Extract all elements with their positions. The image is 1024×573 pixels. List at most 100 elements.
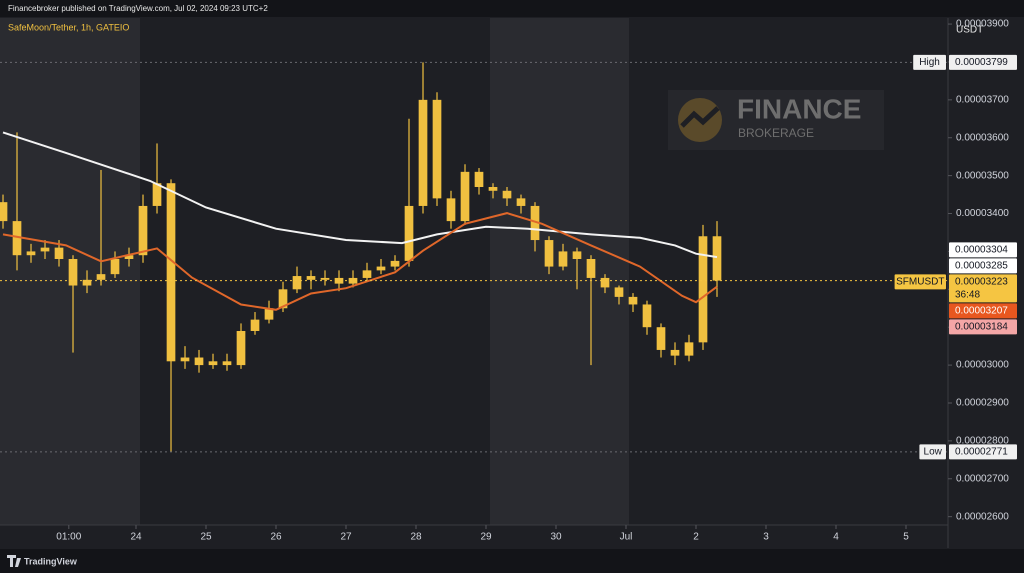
price-label-box <box>949 258 1017 274</box>
price-label: 0.00003799 <box>955 57 1008 68</box>
candle-body <box>250 319 260 331</box>
y-tick-label: 0.00003600 <box>956 132 1009 143</box>
candle-body <box>460 171 470 222</box>
symbol-text: SafeMoon/Tether, 1h, GATEIO <box>8 22 129 32</box>
x-tick-label: 4 <box>833 532 839 543</box>
y-tick-label: 0.00002600 <box>956 511 1009 522</box>
footer-logo <box>7 555 21 567</box>
candle-body <box>180 357 190 362</box>
y-tick-label: 0.00002700 <box>956 473 1009 484</box>
x-tick-label: 24 <box>130 532 142 543</box>
candle-body <box>404 205 414 261</box>
candle-body <box>670 349 680 356</box>
candle-body <box>712 236 722 281</box>
x-tick-label: 27 <box>340 532 352 543</box>
x-tick-label: 26 <box>270 532 282 543</box>
price-label: 0.00003304 <box>955 245 1008 256</box>
y-tick-label: 0.00003700 <box>956 94 1009 105</box>
candle-body <box>558 251 568 267</box>
candle-body <box>124 255 134 259</box>
candle-body <box>502 190 512 199</box>
candle-body <box>208 361 218 366</box>
candle-body <box>446 198 456 222</box>
candle-body <box>334 277 344 284</box>
candle-body <box>194 357 204 366</box>
watermark: FINANCE BROKERAGE <box>668 90 884 150</box>
candle-body <box>390 260 400 267</box>
footer-text: TradingView <box>24 556 78 566</box>
price-label-box <box>949 444 1017 460</box>
candle-body <box>306 276 316 280</box>
candle-body <box>320 277 330 280</box>
candle-body <box>628 296 638 305</box>
candle-body <box>54 247 64 259</box>
price-tag: SFMUSDT <box>896 277 944 288</box>
x-tick-label: 5 <box>903 532 909 543</box>
candle-body <box>110 258 120 275</box>
candle-body <box>264 308 274 320</box>
price-label: 0.00003207 <box>955 306 1008 317</box>
candle-body <box>26 251 36 256</box>
watermark-logo-mark <box>680 106 720 128</box>
countdown-label: 36:48 <box>955 290 980 301</box>
price-label: 0.00003223 <box>955 277 1008 288</box>
y-tick-label: 0.00003500 <box>956 170 1009 181</box>
candle-body <box>82 279 92 286</box>
currency-label: USDT <box>956 25 983 36</box>
candle-body <box>614 287 624 297</box>
candle-body <box>0 202 8 222</box>
candle-body <box>516 198 526 206</box>
candle-body <box>292 276 302 290</box>
x-tick-label: Jul <box>620 532 633 543</box>
price-tag-box <box>894 274 946 290</box>
candle-body <box>12 221 22 256</box>
price-label-box <box>949 242 1017 258</box>
candle-body <box>40 247 50 252</box>
candle-body <box>530 205 540 241</box>
y-tick-label: 0.00002800 <box>956 436 1009 447</box>
candle-body <box>236 330 246 366</box>
watermark-title: FINANCE <box>737 93 861 124</box>
candle-body <box>68 258 78 286</box>
footer-bar <box>0 549 1024 573</box>
x-tick-label: 30 <box>550 532 562 543</box>
candle-body <box>642 304 652 328</box>
watermark-subtitle: BROKERAGE <box>738 126 814 140</box>
x-tick-label: 28 <box>410 532 422 543</box>
x-tick-label: 3 <box>763 532 769 543</box>
candle-body <box>166 183 176 362</box>
candle-body <box>586 258 596 278</box>
candle-body <box>432 99 442 199</box>
moving-average-line <box>2 131 718 259</box>
y-tick-label: 0.00002900 <box>956 398 1009 409</box>
candle-body <box>600 277 610 288</box>
candle-body <box>684 342 694 356</box>
candle-body <box>348 277 358 284</box>
candle-body <box>544 240 554 267</box>
x-tick-label: 2 <box>693 532 699 543</box>
price-label: 0.00002771 <box>955 447 1008 458</box>
price-label-box <box>949 274 1017 303</box>
x-tick-label: 29 <box>480 532 492 543</box>
price-label-box <box>949 54 1017 70</box>
candle-body <box>656 327 666 350</box>
candle-body <box>376 266 386 271</box>
header-bar <box>0 0 1024 17</box>
price-label-box <box>949 303 1017 319</box>
candle-body <box>138 205 148 256</box>
price-tag: High <box>919 57 940 68</box>
candle-body <box>572 251 582 259</box>
candle-body <box>362 270 372 278</box>
weekend-shade <box>490 18 629 525</box>
price-label: 0.00003184 <box>955 322 1008 333</box>
candle-body <box>222 361 232 366</box>
candle-body <box>474 171 484 187</box>
x-tick-label: 01:00 <box>56 532 81 543</box>
price-label: 0.00003285 <box>955 261 1008 272</box>
candle-body <box>418 99 428 206</box>
moving-average-line <box>2 212 718 311</box>
candle-body <box>152 183 162 206</box>
price-tag-box <box>919 444 946 460</box>
candle-body <box>278 289 288 309</box>
